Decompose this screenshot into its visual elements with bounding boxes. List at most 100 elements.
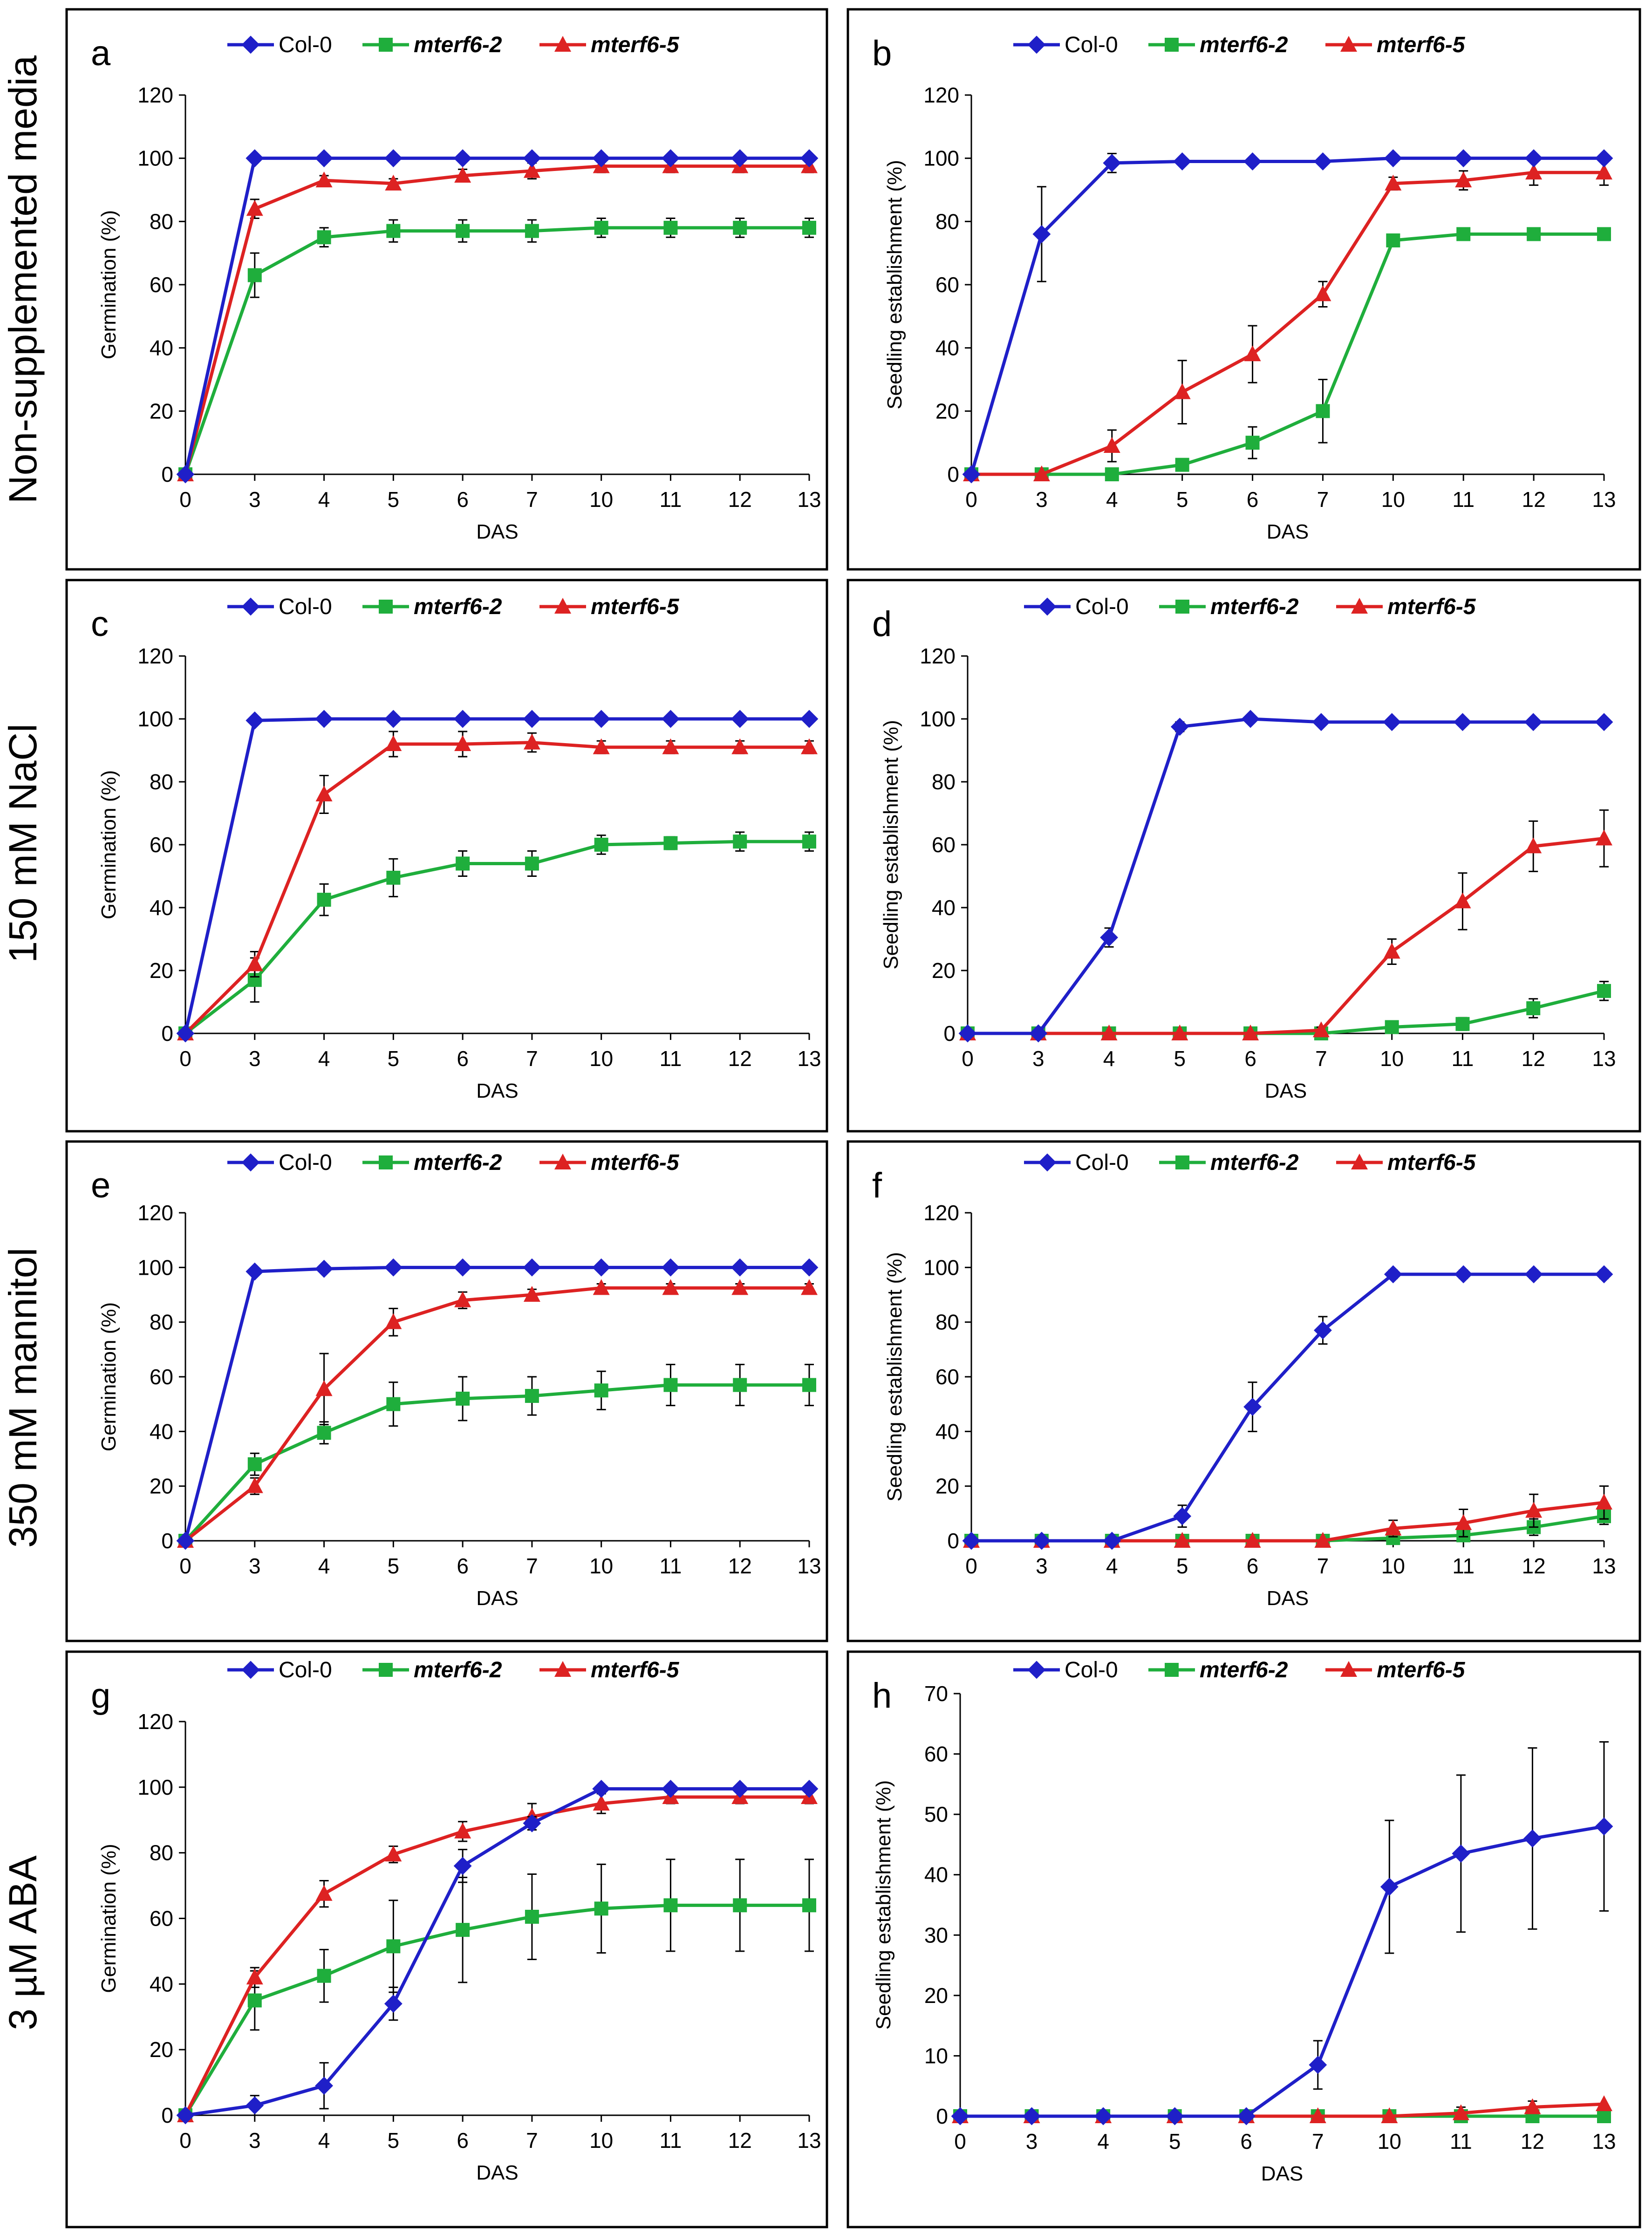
y-tick-label: 120 <box>920 644 956 668</box>
x-tick-label: 7 <box>526 487 538 512</box>
series-line <box>968 837 1604 1035</box>
x-tick-label: 6 <box>1247 487 1259 512</box>
x-tick-label: 5 <box>388 487 400 512</box>
x-tick-label: 10 <box>589 1046 613 1071</box>
data-point <box>315 149 333 168</box>
x-tick-label: 13 <box>797 2128 821 2153</box>
series-line <box>184 1265 809 1541</box>
y-tick-label: 20 <box>150 1474 173 1498</box>
x-tick-label: 10 <box>589 1554 613 1578</box>
data-point <box>662 149 680 168</box>
x-tick-label: 5 <box>1176 1554 1188 1578</box>
legend-item: Col-0 <box>227 33 332 57</box>
x-tick-label: 11 <box>1452 1554 1475 1578</box>
x-tick-label: 6 <box>457 1554 469 1578</box>
series-mterf6-2 <box>178 1364 816 1548</box>
y-tick-label: 20 <box>150 399 173 423</box>
chart-panel-e: e 0 20 40 60 80 100 120 0 3 4 5 6 7 10 11 12 13 DAS Germina… <box>65 1140 828 1642</box>
legend-marker <box>1175 1155 1189 1169</box>
panel-frame <box>846 1650 1641 2228</box>
x-tick-label: 6 <box>1240 2129 1252 2153</box>
data-point <box>246 1477 263 1493</box>
data-point <box>1174 383 1191 399</box>
data-point <box>1245 436 1260 450</box>
data-point <box>1033 465 1050 481</box>
row-label-non-supplemented: Non-supplemented media <box>1 55 45 504</box>
series-line <box>184 1286 809 1542</box>
x-tick-label: 0 <box>962 1046 974 1071</box>
data-point <box>1597 2109 1611 2123</box>
data-point <box>1596 829 1612 846</box>
legend-label: mterf6-2 <box>414 1150 502 1175</box>
legend-item: mterf6-5 <box>1336 1150 1476 1175</box>
series-line <box>184 840 809 1035</box>
data-point <box>525 1909 539 1924</box>
legend-marker <box>1038 597 1057 616</box>
x-tick-label: 12 <box>1522 1046 1545 1071</box>
data-point <box>1596 2095 1612 2112</box>
y-tick-label: 0 <box>161 1529 173 1553</box>
data-point <box>317 1968 331 1983</box>
y-tick-label: 120 <box>137 644 173 668</box>
data-point <box>1455 1017 1470 1031</box>
y-tick-label: 60 <box>935 1365 959 1389</box>
legend-item: Col-0 <box>227 595 332 619</box>
y-tick-label: 80 <box>932 770 956 794</box>
panel-letter: f <box>872 1166 882 1205</box>
legend-label: mterf6-2 <box>1200 33 1288 57</box>
x-tick-label: 12 <box>728 1554 752 1578</box>
legend-item: mterf6-2 <box>1148 33 1288 57</box>
series-line <box>969 157 1604 475</box>
legend-marker <box>1351 598 1368 614</box>
data-point <box>1596 164 1612 180</box>
x-tick-label: 7 <box>526 2128 538 2153</box>
x-tick-label: 4 <box>318 2128 330 2153</box>
data-point <box>593 738 610 754</box>
legend-label: mterf6-5 <box>591 1658 680 1682</box>
legend-marker <box>1340 1661 1357 1677</box>
chart-panel-b: b 0 20 40 60 80 100 120 0 3 4 5 6 7 10 11 12 13 DAS Seedlin… <box>846 8 1641 571</box>
y-tick-label: 0 <box>161 1021 173 1046</box>
data-point <box>523 1258 541 1277</box>
x-tick-label: 11 <box>1450 2129 1472 2153</box>
series-mterf6-2 <box>178 831 816 1040</box>
data-point <box>802 1378 816 1392</box>
series-line <box>184 226 809 475</box>
data-point <box>456 1923 470 1937</box>
legend-marker <box>241 597 260 616</box>
x-tick-label: 6 <box>1247 1554 1259 1578</box>
x-tick-label: 6 <box>457 2128 469 2153</box>
x-tick-label: 5 <box>388 1046 400 1071</box>
legend-label: Col-0 <box>1065 1658 1118 1682</box>
data-point <box>1524 149 1543 168</box>
data-point <box>525 224 539 238</box>
legend-label: Col-0 <box>1075 1150 1129 1175</box>
legend-marker <box>554 1661 571 1677</box>
legend: Col-0 mterf6-2 mterf6-5 <box>227 1150 680 1175</box>
x-tick-label: 3 <box>249 2128 261 2153</box>
legend-label: mterf6-2 <box>1200 1658 1288 1682</box>
x-tick-label: 10 <box>1381 487 1405 512</box>
legend-marker <box>379 600 393 614</box>
data-point <box>800 1779 819 1798</box>
data-point <box>1595 713 1613 731</box>
data-point <box>1454 892 1471 909</box>
series-Col-0 <box>962 1265 1613 1550</box>
series-Col-0 <box>958 710 1613 1043</box>
x-tick-label: 10 <box>1378 2129 1401 2153</box>
series-line <box>184 1383 809 1542</box>
data-point <box>801 738 818 754</box>
y-tick-label: 80 <box>150 209 173 233</box>
y-axis-title: Seedling establishment (%) <box>883 160 906 410</box>
legend-label: Col-0 <box>279 595 332 619</box>
data-point <box>523 162 540 178</box>
y-tick-label: 80 <box>150 1841 173 1865</box>
x-tick-label: 4 <box>318 1046 330 1071</box>
data-point <box>246 955 263 971</box>
legend-item: mterf6-5 <box>539 595 680 619</box>
x-tick-label: 5 <box>1176 487 1188 512</box>
data-point <box>1385 1519 1402 1536</box>
x-tick-label: 4 <box>1103 1046 1115 1071</box>
legend-label: mterf6-5 <box>591 33 680 57</box>
data-point <box>662 1279 679 1295</box>
